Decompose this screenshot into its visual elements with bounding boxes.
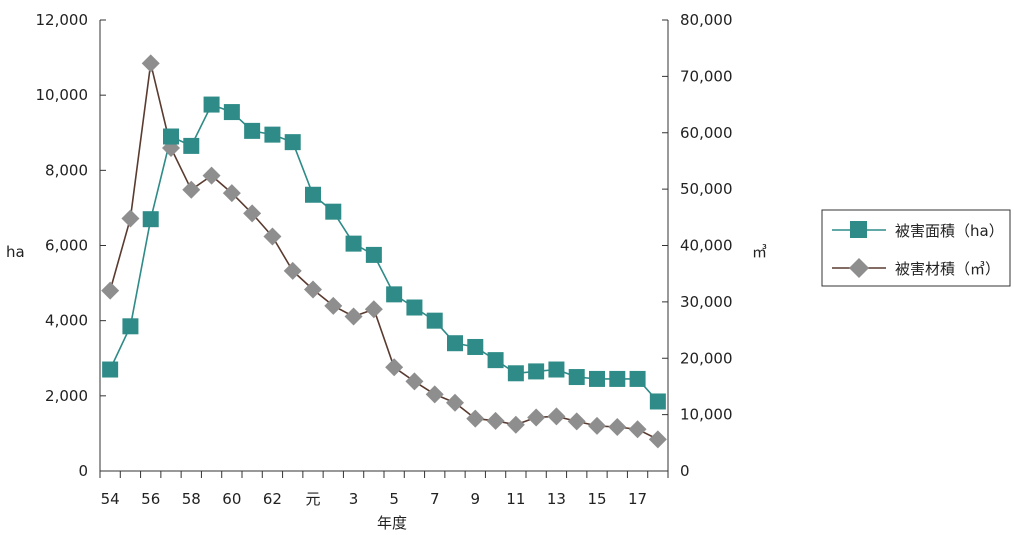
y-tick-label-left: 0 [78,462,88,480]
x-tick-label: 62 [263,490,282,508]
data-point-volume [547,407,566,426]
x-tick-label: 58 [182,490,201,508]
data-point-volume [567,412,586,431]
y-tick-label-right: 70,000 [680,67,733,85]
y-tick-label-right: 0 [680,462,690,480]
y-tick-label-left: 6,000 [45,237,88,255]
data-point-area [325,203,342,220]
data-point-volume [182,180,201,199]
data-point-volume [101,281,120,300]
x-tick-label: 7 [430,490,440,508]
y-axis-right-label: ㎥ [752,243,767,261]
x-tick-label: 17 [628,490,647,508]
data-point-volume [283,261,302,280]
data-point-area [629,370,646,387]
x-tick-label: 3 [349,490,359,508]
data-point-volume [425,385,444,404]
data-point-area [426,312,443,329]
data-point-area [183,137,200,154]
data-point-area [142,211,159,228]
y-tick-label-right: 10,000 [680,406,733,424]
legend: 被害面積（ha） 被害材積（㎥） [821,209,1011,287]
legend-marker-square [850,221,867,238]
data-point-volume [628,420,647,439]
y-tick-label-right: 60,000 [680,124,733,142]
y-tick-label-left: 12,000 [36,11,89,29]
data-point-volume [608,418,627,437]
data-point-area [365,246,382,263]
x-tick-label: 13 [547,490,566,508]
x-axis-label: 年度 [377,514,407,532]
data-point-area [284,134,301,151]
data-point-volume [385,358,404,377]
legend-label-volume: 被害材積（㎥） [895,260,1000,278]
data-point-volume [344,307,363,326]
data-point-volume [243,204,262,223]
data-point-area [203,96,220,113]
y-tick-label-left: 8,000 [45,161,88,179]
y-tick-label-right: 40,000 [680,237,733,255]
data-point-volume [446,393,464,412]
legend-label-area: 被害面積（ha） [895,222,1004,240]
data-point-area [487,352,504,369]
x-tick-label: 54 [101,490,120,508]
data-point-volume [486,411,505,430]
y-tick-label-right: 30,000 [680,293,733,311]
data-point-area [568,369,585,386]
data-point-volume [648,430,667,449]
data-point-area [649,393,666,410]
y-tick-label-left: 2,000 [45,387,88,405]
data-point-area [589,370,605,387]
data-point-area [609,370,626,387]
data-point-area [386,286,403,303]
series-line-volume [109,62,659,441]
data-point-volume [527,408,546,427]
chart-axes: 0 2,000 4,000 6,000 8,000 10,000 12,000 0 10,000… [36,11,733,508]
data-point-volume [588,416,606,435]
data-point-volume [202,166,221,185]
data-point-volume [304,280,322,299]
y-tick-label-right: 50,000 [680,180,733,198]
data-point-area [467,338,484,355]
data-point-volume [506,415,525,434]
data-point-area [264,126,281,143]
y-tick-label-left: 4,000 [45,312,88,330]
x-tick-label: 5 [389,490,399,508]
x-tick-label: 元 [305,490,320,508]
y-tick-label-right: 80,000 [680,11,733,29]
y-tick-label-right: 20,000 [680,349,733,367]
data-point-volume [405,372,424,391]
x-tick-label: 9 [471,490,481,508]
data-point-area [122,318,139,335]
data-point-area [102,361,119,378]
data-point-area [163,128,179,145]
data-point-volume [466,409,485,428]
data-point-volume [141,54,160,73]
x-tick-label: 11 [506,490,525,508]
data-point-area [548,361,565,378]
data-point-volume [222,184,241,203]
data-point-area [507,365,524,382]
series-lines [109,62,659,441]
x-tick-label: 60 [222,490,241,508]
y-axis-left-label: ha [6,243,25,261]
data-point-volume [324,296,343,315]
data-point-area [528,363,545,380]
data-point-area [305,186,321,203]
x-tick-label: 15 [587,490,606,508]
series-markers [101,54,667,449]
data-point-area [345,235,362,252]
data-point-area [447,335,463,352]
data-point-area [223,104,240,121]
series-line-area [109,103,659,403]
data-point-volume [364,300,383,319]
legend-marker-diamond [849,258,869,278]
data-point-volume [121,209,140,228]
data-point-area [244,122,261,139]
data-point-area [406,299,423,316]
y-tick-label-left: 10,000 [36,86,89,104]
data-point-volume [263,227,282,246]
x-tick-label: 56 [141,490,160,508]
